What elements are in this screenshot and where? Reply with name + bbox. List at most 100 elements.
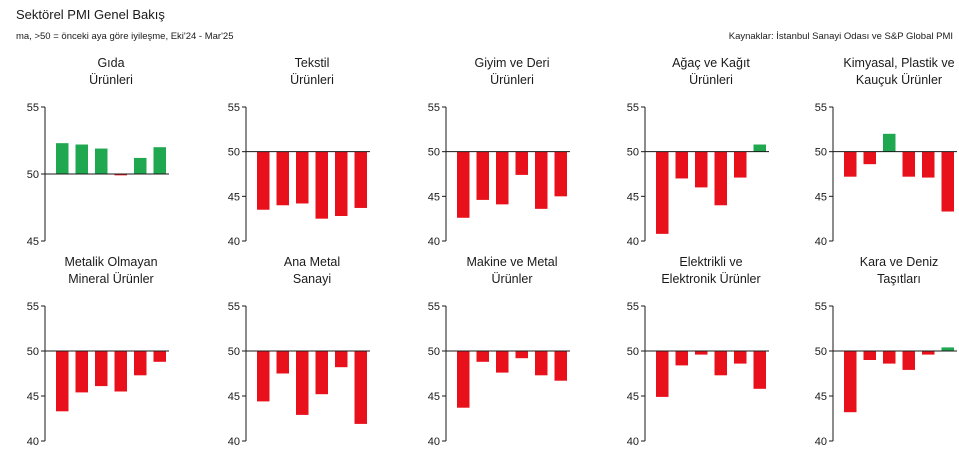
panel-title: Makine ve Metal: [466, 255, 557, 269]
panel-title: Mineral Ürünler: [68, 272, 153, 286]
bar: [941, 151, 954, 212]
y-tick-label: 50: [428, 346, 440, 358]
bar: [95, 351, 108, 387]
bar: [134, 157, 147, 174]
bar: [56, 143, 69, 174]
y-tick-label: 55: [228, 301, 240, 313]
bar: [134, 351, 147, 376]
bar: [844, 151, 857, 177]
bar: [753, 351, 766, 389]
panel-3: Giyim ve Deri Ürünleri 40 45 50 55: [428, 56, 570, 248]
y-tick-label: 55: [815, 102, 827, 114]
y-tick-label: 50: [228, 346, 240, 358]
panel-7: Ana Metal Sanayi 40 45 50 55: [228, 255, 370, 448]
bar: [535, 351, 548, 376]
bar: [515, 151, 528, 175]
bar: [476, 351, 489, 362]
panel-title: Ürünleri: [290, 73, 334, 87]
y-tick-label: 50: [27, 346, 39, 358]
bar: [457, 151, 470, 218]
bar: [714, 351, 727, 376]
bar: [56, 351, 69, 412]
y-tick-label: 40: [428, 436, 440, 448]
y-tick-label: 40: [27, 436, 39, 448]
y-tick-label: 50: [815, 147, 827, 159]
bar: [515, 351, 528, 359]
y-tick-label: 55: [428, 102, 440, 114]
panel-title: Ürünleri: [89, 73, 133, 87]
bar: [675, 351, 688, 366]
bar: [902, 151, 915, 177]
y-tick-label: 45: [627, 191, 639, 203]
bar: [354, 151, 367, 208]
panel-title: Metalik Olmayan: [64, 255, 157, 269]
panel-title: Kara ve Deniz: [860, 255, 939, 269]
bar: [114, 351, 127, 392]
y-tick-label: 40: [815, 436, 827, 448]
panel-title: Kimyasal, Plastik ve: [843, 56, 954, 70]
y-tick-label: 55: [27, 301, 39, 313]
panel-4: Ağaç ve Kağıt Ürünleri 40 45 50 55: [627, 56, 769, 248]
y-tick-label: 55: [428, 301, 440, 313]
panel-title: Elektronik Ürünler: [661, 272, 760, 286]
y-tick-label: 40: [815, 236, 827, 248]
y-tick-label: 55: [228, 102, 240, 114]
panel-title: Ana Metal: [284, 255, 340, 269]
panel-6: Metalik Olmayan Mineral Ürünler 40 45 50 55: [27, 255, 169, 448]
bar: [476, 151, 489, 200]
bar: [257, 151, 270, 210]
bar: [902, 351, 915, 370]
y-tick-label: 50: [627, 147, 639, 159]
bar: [883, 351, 896, 364]
y-tick-label: 55: [627, 301, 639, 313]
y-tick-label: 45: [228, 191, 240, 203]
panel-title: Ürünleri: [689, 73, 733, 87]
bar: [656, 351, 669, 397]
y-tick-label: 40: [428, 236, 440, 248]
bar: [75, 144, 88, 174]
y-tick-label: 40: [627, 236, 639, 248]
panel-title: Ürünleri: [490, 73, 534, 87]
bar: [296, 351, 309, 415]
source-note: Kaynaklar: İstanbul Sanayi Odası ve S&P …: [728, 31, 953, 42]
panel-10: Kara ve Deniz Taşıtları 40 45 50 55: [815, 255, 957, 448]
bar: [695, 151, 708, 188]
bar: [734, 351, 747, 364]
panel-1: Gıda Ürünleri 45 50 55: [27, 56, 169, 248]
bar: [315, 151, 328, 219]
bar: [844, 351, 857, 413]
bar: [335, 351, 348, 368]
page-title: Sektörel PMI Genel Bakış: [16, 7, 165, 22]
y-tick-label: 50: [428, 147, 440, 159]
y-tick-label: 45: [627, 391, 639, 403]
panel-8: Makine ve Metal Ürünler 40 45 50 55: [428, 255, 570, 448]
bar: [315, 351, 328, 395]
bar: [296, 151, 309, 204]
y-tick-label: 45: [27, 236, 39, 248]
panel-title: Sanayi: [293, 272, 331, 286]
y-tick-label: 55: [815, 301, 827, 313]
bar: [95, 148, 108, 174]
panel-2: Tekstil Ürünleri 40 45 50 55: [228, 56, 370, 248]
bar: [276, 351, 289, 374]
bar: [656, 151, 669, 234]
bar: [75, 351, 88, 393]
bar: [554, 151, 567, 197]
panel-title: Ağaç ve Kağıt: [672, 56, 750, 70]
bar: [675, 151, 688, 179]
bar: [863, 151, 876, 165]
bar: [941, 347, 954, 351]
bar: [114, 174, 127, 176]
bar: [354, 351, 367, 424]
bar: [276, 151, 289, 206]
y-tick-label: 45: [815, 391, 827, 403]
bar: [153, 351, 166, 362]
bar: [335, 151, 348, 216]
panel-title: Ürünler: [492, 272, 533, 286]
bar: [734, 151, 747, 178]
y-tick-label: 50: [228, 147, 240, 159]
y-tick-label: 45: [428, 391, 440, 403]
panel-9: Elektrikli ve Elektronik Ürünler 40 45 50 55: [627, 255, 769, 448]
bar: [496, 151, 509, 205]
